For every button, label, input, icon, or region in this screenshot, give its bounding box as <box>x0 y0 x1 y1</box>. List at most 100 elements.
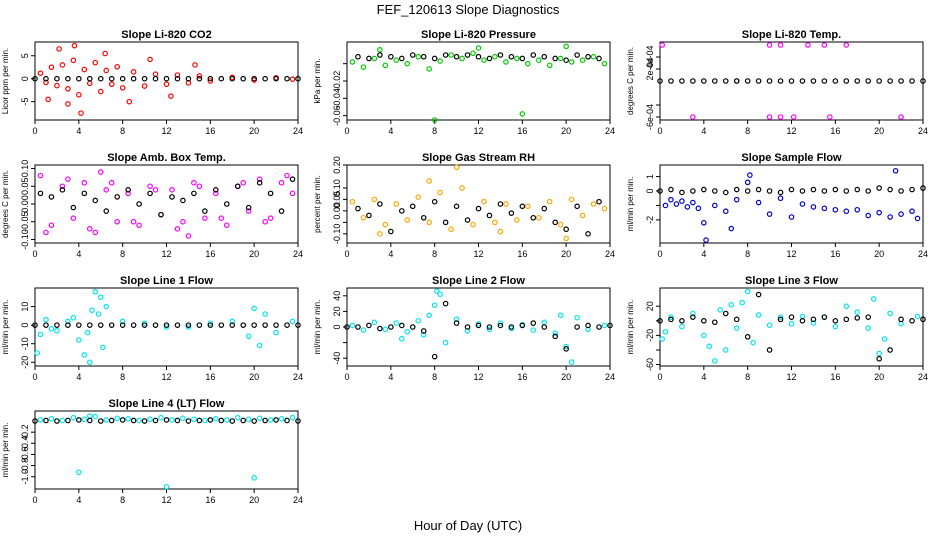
data-point <box>601 322 608 329</box>
data-point <box>881 336 888 342</box>
data-point <box>37 70 44 77</box>
reference-point <box>65 75 71 82</box>
data-point <box>404 217 411 223</box>
data-point <box>377 231 383 237</box>
data-point <box>799 313 806 320</box>
data-point <box>541 319 548 326</box>
reference-point <box>508 210 515 216</box>
reference-point <box>607 322 613 329</box>
reference-point <box>267 190 274 197</box>
data-point <box>766 114 773 120</box>
reference-point <box>777 189 784 196</box>
y-axis-label: ml/min per min. <box>626 300 635 355</box>
data-point <box>349 59 356 65</box>
reference-point <box>65 417 71 424</box>
reference-point <box>541 324 548 330</box>
data-point <box>163 324 170 330</box>
reference-point <box>755 186 762 193</box>
x-tick-label: 12 <box>786 126 796 136</box>
data-point <box>426 219 432 226</box>
data-point <box>168 93 174 99</box>
reference-point <box>464 52 471 58</box>
data-point <box>223 417 230 423</box>
reference-point <box>245 204 252 211</box>
data-point <box>459 185 465 191</box>
reference-point <box>574 324 580 330</box>
data-point <box>382 62 389 69</box>
reference-point <box>180 197 186 204</box>
data-point <box>103 67 110 74</box>
reference-point <box>284 322 290 328</box>
x-tick-label: 8 <box>432 249 437 259</box>
data-point <box>377 46 383 53</box>
data-point <box>256 415 263 422</box>
x-tick-label: 8 <box>120 495 125 505</box>
reference-point <box>163 417 170 423</box>
y-tick-label: -0.10 <box>332 224 342 245</box>
reference-point <box>119 417 126 423</box>
y-tick-label: -0.06 <box>332 105 342 126</box>
data-point <box>136 222 142 229</box>
data-point <box>141 83 148 89</box>
data-point <box>393 320 400 326</box>
data-point <box>65 176 71 182</box>
y-tick-label: 1 <box>645 174 655 179</box>
y-tick-label: -20 <box>645 329 655 342</box>
reference-point <box>32 75 38 82</box>
reference-point <box>398 322 405 329</box>
reference-point <box>552 219 559 226</box>
data-point <box>690 114 696 120</box>
y-tick-label: -0.8 <box>20 458 30 474</box>
reference-point <box>366 322 372 329</box>
data-point <box>733 196 740 203</box>
reference-point <box>876 355 882 362</box>
x-tick-label: 24 <box>293 495 303 505</box>
reference-point <box>563 346 569 352</box>
panel-title: Slope Li-820 Temp. <box>742 29 841 41</box>
reference-point <box>788 314 795 320</box>
data-point <box>535 214 542 221</box>
data-point <box>97 88 104 95</box>
data-point <box>799 201 806 207</box>
data-point <box>679 198 685 204</box>
data-point <box>832 323 839 330</box>
data-point <box>497 320 504 326</box>
panel-title: Slope Amb. Box Temp. <box>107 152 226 164</box>
reference-point <box>810 186 817 193</box>
reference-point <box>843 316 850 323</box>
data-point <box>360 64 367 70</box>
x-tick-label: 4 <box>76 126 81 136</box>
reference-point <box>453 53 460 60</box>
data-point <box>130 218 137 225</box>
data-point <box>854 206 861 213</box>
reference-point <box>398 55 405 62</box>
reference-point <box>141 418 148 424</box>
reference-point <box>284 75 290 82</box>
data-point <box>289 76 296 82</box>
reference-point <box>229 322 236 328</box>
reference-point <box>486 55 493 62</box>
data-point <box>744 288 751 295</box>
reference-point <box>185 75 192 82</box>
data-point <box>747 172 753 178</box>
data-point <box>492 219 498 226</box>
x-tick-label: 20 <box>561 126 571 136</box>
data-point <box>497 228 504 235</box>
x-tick-label: 0 <box>344 372 349 382</box>
reference-point <box>497 52 504 58</box>
y-tick-label: -20 <box>20 356 30 369</box>
data-point <box>92 413 99 420</box>
data-point <box>431 117 438 123</box>
data-point <box>519 111 526 117</box>
y-tick-label: -0.10 <box>20 229 30 250</box>
reference-point <box>701 78 707 84</box>
reference-point <box>86 75 93 82</box>
data-point <box>262 218 268 225</box>
data-point <box>371 319 378 326</box>
x-tick-label: 12 <box>473 126 483 136</box>
x-tick-label: 24 <box>605 372 615 382</box>
y-tick-label: -0.04 <box>332 88 342 109</box>
reference-point <box>295 75 301 82</box>
reference-point <box>854 186 861 193</box>
